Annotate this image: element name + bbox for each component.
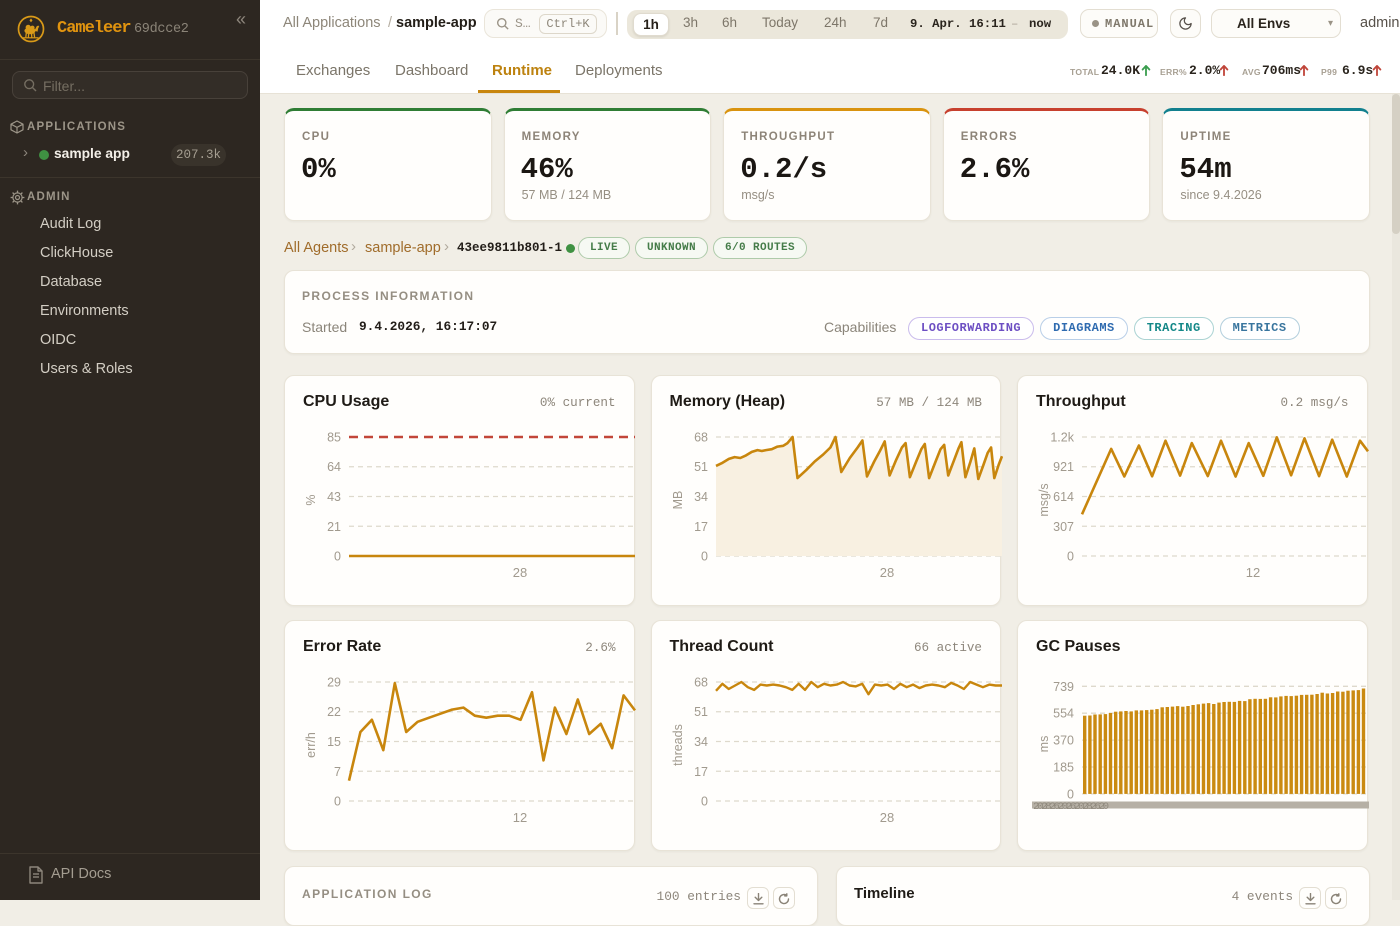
- svg-text:68: 68: [694, 431, 708, 445]
- svg-text:28: 28: [513, 565, 527, 580]
- svg-text:21: 21: [327, 520, 341, 534]
- svg-text:msg/s: msg/s: [1037, 483, 1051, 516]
- svg-text:29: 29: [327, 676, 341, 690]
- svg-text:51: 51: [694, 460, 708, 474]
- svg-text:0: 0: [334, 795, 341, 809]
- svg-text:34: 34: [694, 490, 708, 504]
- svg-text:12: 12: [513, 810, 527, 825]
- svg-text:%: %: [304, 494, 318, 505]
- svg-text:MB: MB: [671, 491, 685, 510]
- svg-text:28: 28: [879, 810, 893, 825]
- svg-text:34: 34: [694, 735, 708, 749]
- svg-text:17: 17: [694, 520, 708, 534]
- svg-text:614: 614: [1053, 490, 1074, 504]
- svg-text:64: 64: [327, 460, 341, 474]
- svg-text:0: 0: [1067, 787, 1074, 801]
- svg-text:0: 0: [1067, 550, 1074, 564]
- svg-text:15: 15: [327, 735, 341, 749]
- svg-text:err/h: err/h: [304, 732, 318, 758]
- svg-text:554: 554: [1053, 707, 1074, 721]
- svg-text:202826202620282620: 202826202620282620: [1033, 801, 1109, 813]
- svg-text:12: 12: [1246, 565, 1260, 580]
- svg-text:307: 307: [1053, 520, 1074, 534]
- svg-text:17: 17: [694, 765, 708, 779]
- svg-text:43: 43: [327, 490, 341, 504]
- svg-text:185: 185: [1053, 761, 1074, 775]
- svg-text:0: 0: [701, 795, 708, 809]
- svg-text:85: 85: [327, 431, 341, 445]
- svg-text:ms: ms: [1037, 736, 1051, 753]
- svg-text:22: 22: [327, 705, 341, 719]
- svg-text:68: 68: [694, 676, 708, 690]
- svg-text:0: 0: [701, 550, 708, 564]
- svg-text:370: 370: [1053, 734, 1074, 748]
- svg-text:0: 0: [334, 550, 341, 564]
- svg-text:28: 28: [879, 565, 893, 580]
- svg-text:921: 921: [1053, 460, 1074, 474]
- svg-text:threads: threads: [671, 724, 685, 766]
- svg-text:51: 51: [694, 705, 708, 719]
- svg-text:1.2k: 1.2k: [1050, 431, 1074, 445]
- svg-text:739: 739: [1053, 680, 1074, 694]
- svg-text:7: 7: [334, 765, 341, 779]
